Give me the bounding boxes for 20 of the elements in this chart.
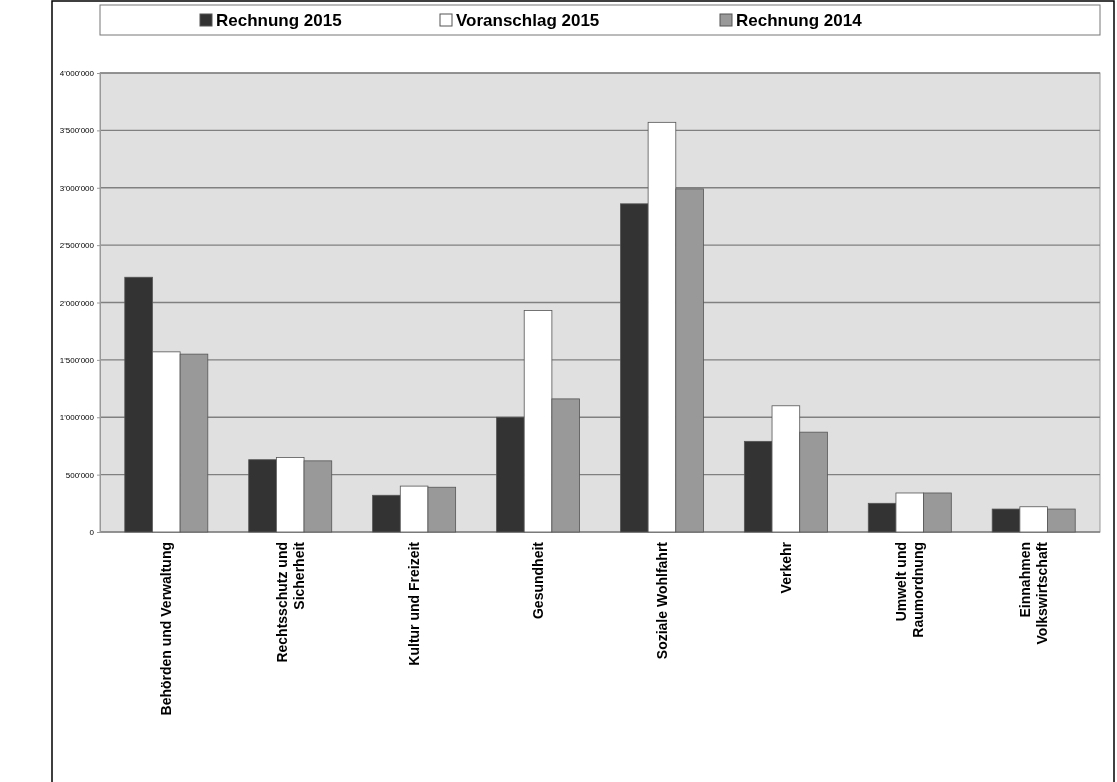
legend-label: Rechnung 2015 — [216, 11, 342, 30]
y-tick-label: 3'000'000 — [59, 183, 95, 193]
y-tick-label: 3'500'000 — [59, 126, 95, 136]
x-tick-label: Rechtsschutz und Sicherheit — [273, 541, 307, 663]
x-tick-label: Soziale Wohlfahrt — [653, 541, 670, 660]
y-tick-label: 0 — [89, 528, 95, 538]
y-tick-label: 1'500'000 — [59, 355, 95, 365]
x-tick-label: Gesundheit — [530, 541, 547, 620]
y-tick-label: 500'000 — [65, 470, 95, 480]
x-tick-label: Umwelt und Raumordnung — [893, 542, 927, 638]
x-tick-label: Einnahmen Volkswirtschaft — [1017, 541, 1051, 645]
legend-label: Rechnung 2014 — [736, 11, 863, 30]
x-tick-label: Behörden und Verwaltung — [158, 542, 175, 716]
x-tick-label: Verkehr — [777, 541, 794, 594]
y-tick-label: 1'000'000 — [59, 413, 95, 423]
x-tick-label: Kultur und Freizeit — [406, 541, 423, 666]
y-tick-label: 4'000'000 — [59, 69, 95, 79]
legend-label: Voranschlag 2015 — [456, 11, 600, 30]
y-tick-label: 2'000'000 — [59, 298, 95, 308]
y-tick-label: 2'500'000 — [59, 241, 95, 251]
